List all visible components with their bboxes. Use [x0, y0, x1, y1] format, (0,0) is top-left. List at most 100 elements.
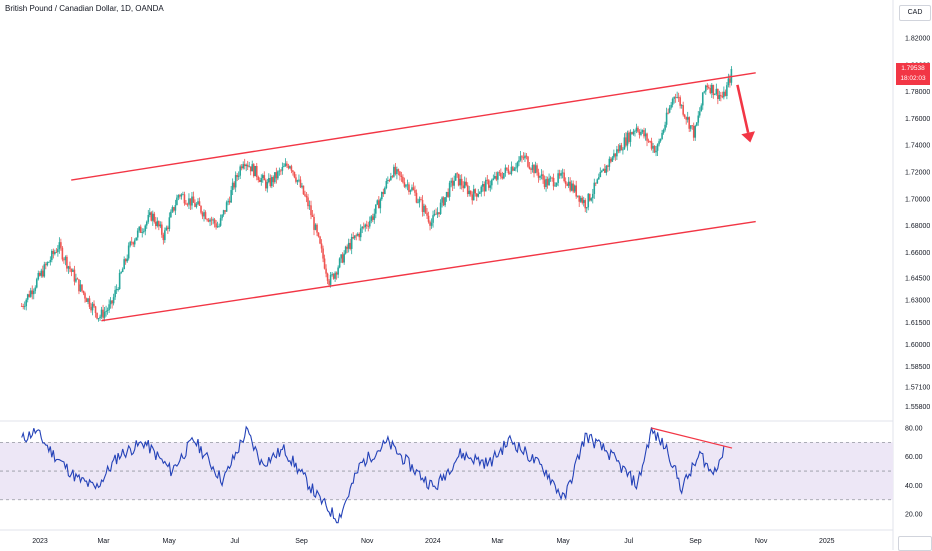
candle[interactable]	[661, 129, 663, 140]
candle[interactable]	[515, 162, 517, 172]
candle[interactable]	[611, 155, 614, 163]
candle[interactable]	[156, 217, 159, 228]
candle[interactable]	[272, 175, 275, 188]
candle[interactable]	[57, 245, 59, 257]
candle[interactable]	[472, 184, 475, 201]
candle[interactable]	[408, 182, 410, 195]
candle[interactable]	[81, 284, 83, 293]
candle[interactable]	[503, 172, 505, 180]
candle[interactable]	[382, 188, 385, 197]
candle[interactable]	[495, 171, 498, 182]
candle[interactable]	[317, 232, 320, 238]
candle[interactable]	[78, 279, 80, 295]
candle[interactable]	[151, 210, 154, 226]
candle[interactable]	[593, 178, 596, 199]
candle[interactable]	[390, 172, 392, 181]
candle[interactable]	[164, 227, 166, 243]
candle[interactable]	[343, 250, 345, 265]
candle[interactable]	[40, 268, 43, 278]
candle[interactable]	[67, 265, 70, 274]
candle[interactable]	[54, 249, 56, 256]
candle[interactable]	[723, 86, 725, 100]
candle[interactable]	[384, 186, 386, 195]
candle[interactable]	[192, 191, 195, 203]
candle[interactable]	[70, 268, 73, 277]
candle[interactable]	[298, 174, 300, 183]
candle[interactable]	[60, 238, 62, 251]
candle[interactable]	[691, 125, 694, 130]
candle[interactable]	[605, 164, 608, 176]
candle[interactable]	[127, 242, 130, 261]
candle[interactable]	[644, 128, 647, 141]
candle[interactable]	[314, 223, 317, 231]
candle[interactable]	[469, 190, 472, 197]
candle[interactable]	[320, 239, 323, 253]
candle[interactable]	[525, 153, 528, 160]
candle[interactable]	[448, 180, 451, 201]
candle[interactable]	[591, 188, 594, 204]
candle[interactable]	[254, 165, 257, 177]
candle[interactable]	[516, 161, 519, 173]
candle[interactable]	[295, 174, 297, 184]
candle[interactable]	[518, 156, 520, 167]
candle[interactable]	[310, 200, 312, 220]
candle[interactable]	[572, 180, 574, 194]
candle[interactable]	[237, 171, 240, 180]
candle[interactable]	[64, 255, 67, 266]
candle[interactable]	[307, 193, 309, 210]
candle[interactable]	[429, 220, 431, 231]
candle[interactable]	[680, 104, 683, 109]
candle[interactable]	[85, 297, 88, 302]
candle[interactable]	[350, 233, 353, 255]
candle[interactable]	[268, 173, 270, 184]
candle[interactable]	[275, 167, 278, 184]
candle[interactable]	[409, 189, 412, 195]
trend-arrow-shaft[interactable]	[736, 84, 750, 134]
candle[interactable]	[204, 210, 207, 220]
candle[interactable]	[346, 244, 348, 254]
candle[interactable]	[301, 182, 303, 189]
candle[interactable]	[337, 265, 339, 279]
candle[interactable]	[374, 204, 377, 219]
candle[interactable]	[540, 169, 543, 180]
candle[interactable]	[507, 164, 510, 175]
settings-box[interactable]	[898, 536, 932, 551]
candle[interactable]	[438, 212, 440, 218]
candle[interactable]	[209, 217, 211, 227]
candle[interactable]	[84, 291, 86, 303]
candle[interactable]	[239, 164, 241, 180]
candle[interactable]	[148, 208, 151, 218]
candle[interactable]	[126, 254, 128, 263]
candle[interactable]	[534, 161, 537, 174]
candle[interactable]	[590, 197, 593, 202]
candle[interactable]	[258, 177, 261, 183]
candle[interactable]	[554, 182, 556, 187]
candle[interactable]	[399, 171, 401, 181]
price-plot[interactable]	[20, 66, 733, 322]
candle[interactable]	[222, 209, 225, 217]
candle[interactable]	[79, 279, 82, 293]
candle[interactable]	[444, 197, 446, 208]
candle[interactable]	[588, 193, 591, 202]
candle[interactable]	[313, 213, 315, 236]
candle[interactable]	[486, 174, 489, 185]
candle[interactable]	[266, 178, 269, 193]
candle[interactable]	[93, 300, 95, 308]
candle[interactable]	[459, 174, 461, 190]
candle[interactable]	[344, 245, 347, 255]
candle[interactable]	[641, 129, 644, 134]
candle[interactable]	[326, 272, 329, 285]
candle[interactable]	[488, 178, 490, 191]
candle[interactable]	[701, 92, 704, 110]
candle[interactable]	[359, 224, 362, 242]
candle[interactable]	[305, 192, 308, 203]
candle[interactable]	[176, 194, 178, 206]
candle[interactable]	[177, 194, 180, 201]
candle[interactable]	[201, 211, 204, 220]
candle[interactable]	[599, 167, 602, 178]
candle[interactable]	[634, 129, 636, 137]
candle[interactable]	[569, 177, 571, 193]
candle[interactable]	[136, 228, 139, 241]
candle[interactable]	[210, 216, 213, 226]
candle[interactable]	[338, 257, 341, 269]
